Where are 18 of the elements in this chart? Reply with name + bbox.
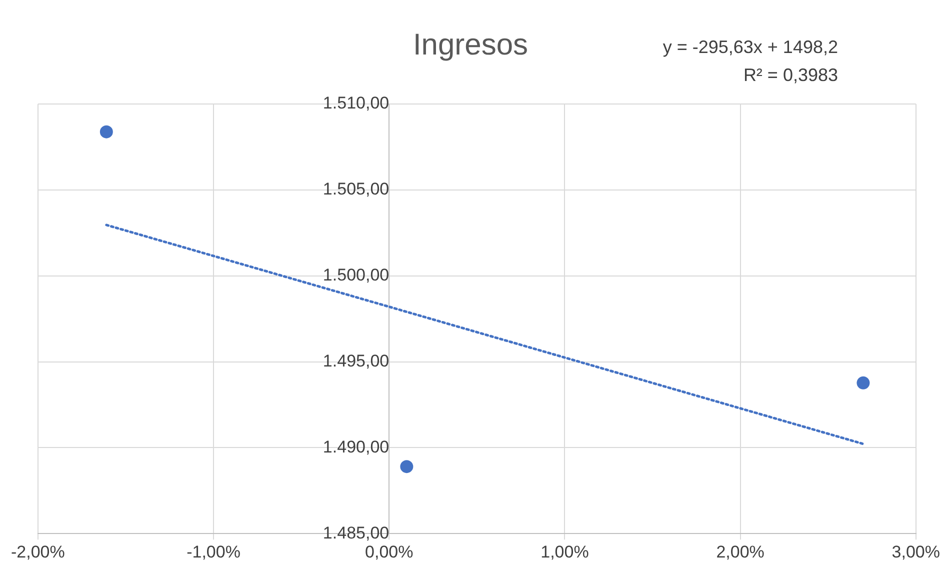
point — [100, 125, 113, 138]
y-tick-label: 1.510,00 — [322, 94, 390, 113]
y-tick-label: 1.495,00 — [322, 351, 390, 370]
y-tick-label: 1.500,00 — [322, 266, 390, 285]
point — [400, 460, 414, 474]
y-tick-label: 1.485,00 — [322, 523, 390, 542]
text: y = -295,63x + 1498,2 — [662, 36, 838, 57]
text: R² = 0,3983 — [743, 64, 838, 85]
x-tick-label: -2,00% — [10, 542, 65, 562]
x-tick-label: 1,00% — [540, 542, 589, 562]
x-tick-label: 3,00% — [892, 542, 940, 562]
y-tick-label: 1.490,00 — [322, 437, 390, 456]
x-tick-label: -1,00% — [186, 542, 240, 562]
chart-title: Ingresos — [412, 28, 528, 62]
y-tick-label: 1.505,00 — [322, 180, 390, 199]
x-tick-label: 0,00% — [365, 542, 414, 562]
x-tick-label: 2,00% — [716, 542, 764, 562]
point — [856, 376, 870, 390]
